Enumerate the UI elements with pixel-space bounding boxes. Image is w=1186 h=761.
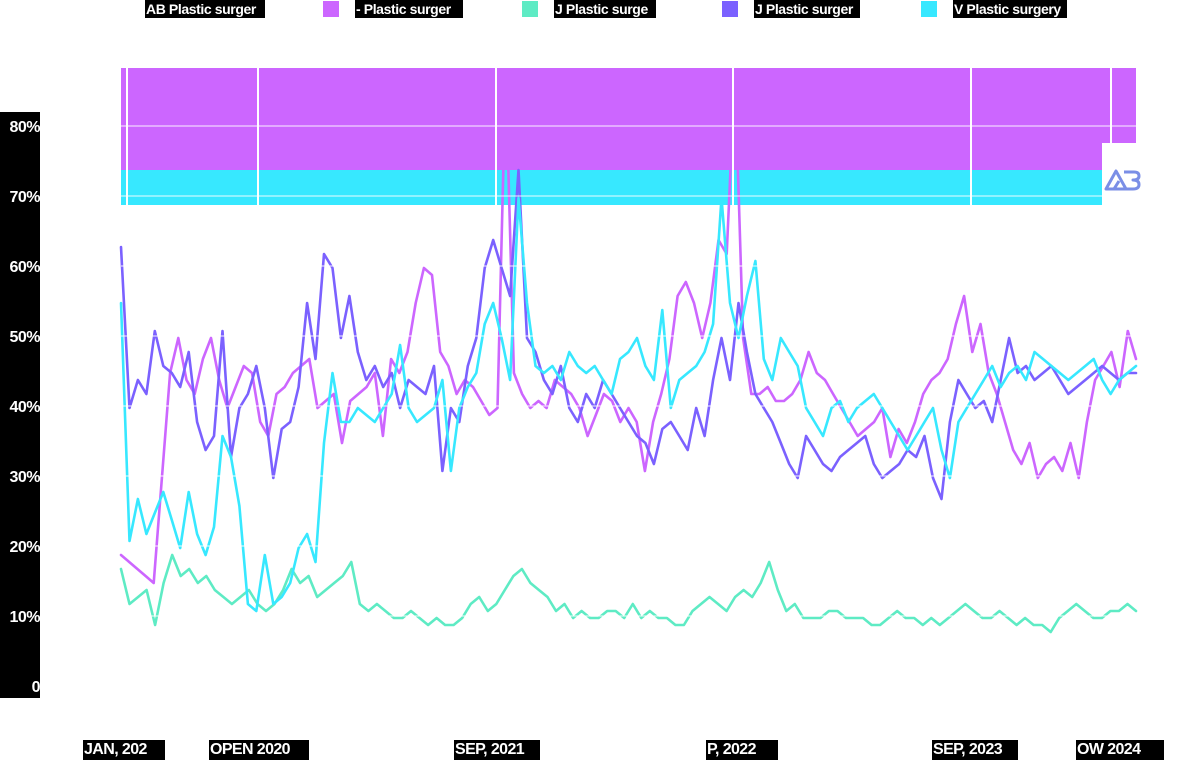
x-tick-label: OW 2024 [1076, 740, 1164, 760]
legend-item[interactable]: - Plastic surger [323, 0, 463, 18]
series-line [119, 168, 1138, 501]
series-line [119, 553, 1138, 634]
legend-item[interactable]: J Plastic surge [522, 0, 656, 18]
brand-logo [1102, 143, 1142, 207]
band-bottom [121, 170, 1102, 205]
legend-swatch [522, 1, 538, 17]
y-axis: 0 10% 20% 30% 40% 50% 60% 70% 80% [0, 112, 41, 698]
y-tick-label: 80% [9, 119, 40, 136]
y-tick-label: 70% [9, 189, 40, 206]
legend-item[interactable]: V Plastic surgery [921, 0, 1067, 18]
chart-legend: AB Plastic surger - Plastic surger J Plast… [0, 0, 1186, 20]
x-tick-label: SEP, 2023 [932, 740, 1018, 760]
legend-label: J Plastic surge [554, 0, 656, 18]
y-tick-label: 10% [9, 609, 40, 626]
legend-label: - Plastic surger [355, 0, 463, 18]
y-tick-label: 20% [9, 539, 40, 556]
legend-swatch [921, 1, 937, 17]
legend-label: V Plastic surgery [953, 0, 1067, 18]
x-tick-label: P, 2022 [706, 740, 778, 760]
series-line [119, 196, 1138, 613]
y-tick-label: 40% [9, 399, 40, 416]
x-tick-label: OPEN 2020 [209, 740, 309, 760]
legend-label: AB Plastic surger [145, 0, 265, 18]
y-tick-label: 50% [9, 329, 40, 346]
legend-item[interactable]: AB Plastic surger [145, 0, 265, 18]
y-tick-label: 30% [9, 469, 40, 486]
y-tick-label: 60% [9, 259, 40, 276]
legend-item[interactable]: J Plastic surger [722, 0, 860, 18]
x-tick-label: JAN, 202 [83, 740, 165, 760]
y-tick-label: 0 [31, 679, 41, 696]
legend-swatch [323, 1, 339, 17]
legend-label: J Plastic surger [754, 0, 860, 18]
ab-logo-icon [1104, 169, 1141, 191]
series-line [119, 70, 1138, 585]
x-tick-label: SEP, 2021 [454, 740, 540, 760]
legend-swatch [722, 1, 738, 17]
band-top [121, 68, 1136, 170]
